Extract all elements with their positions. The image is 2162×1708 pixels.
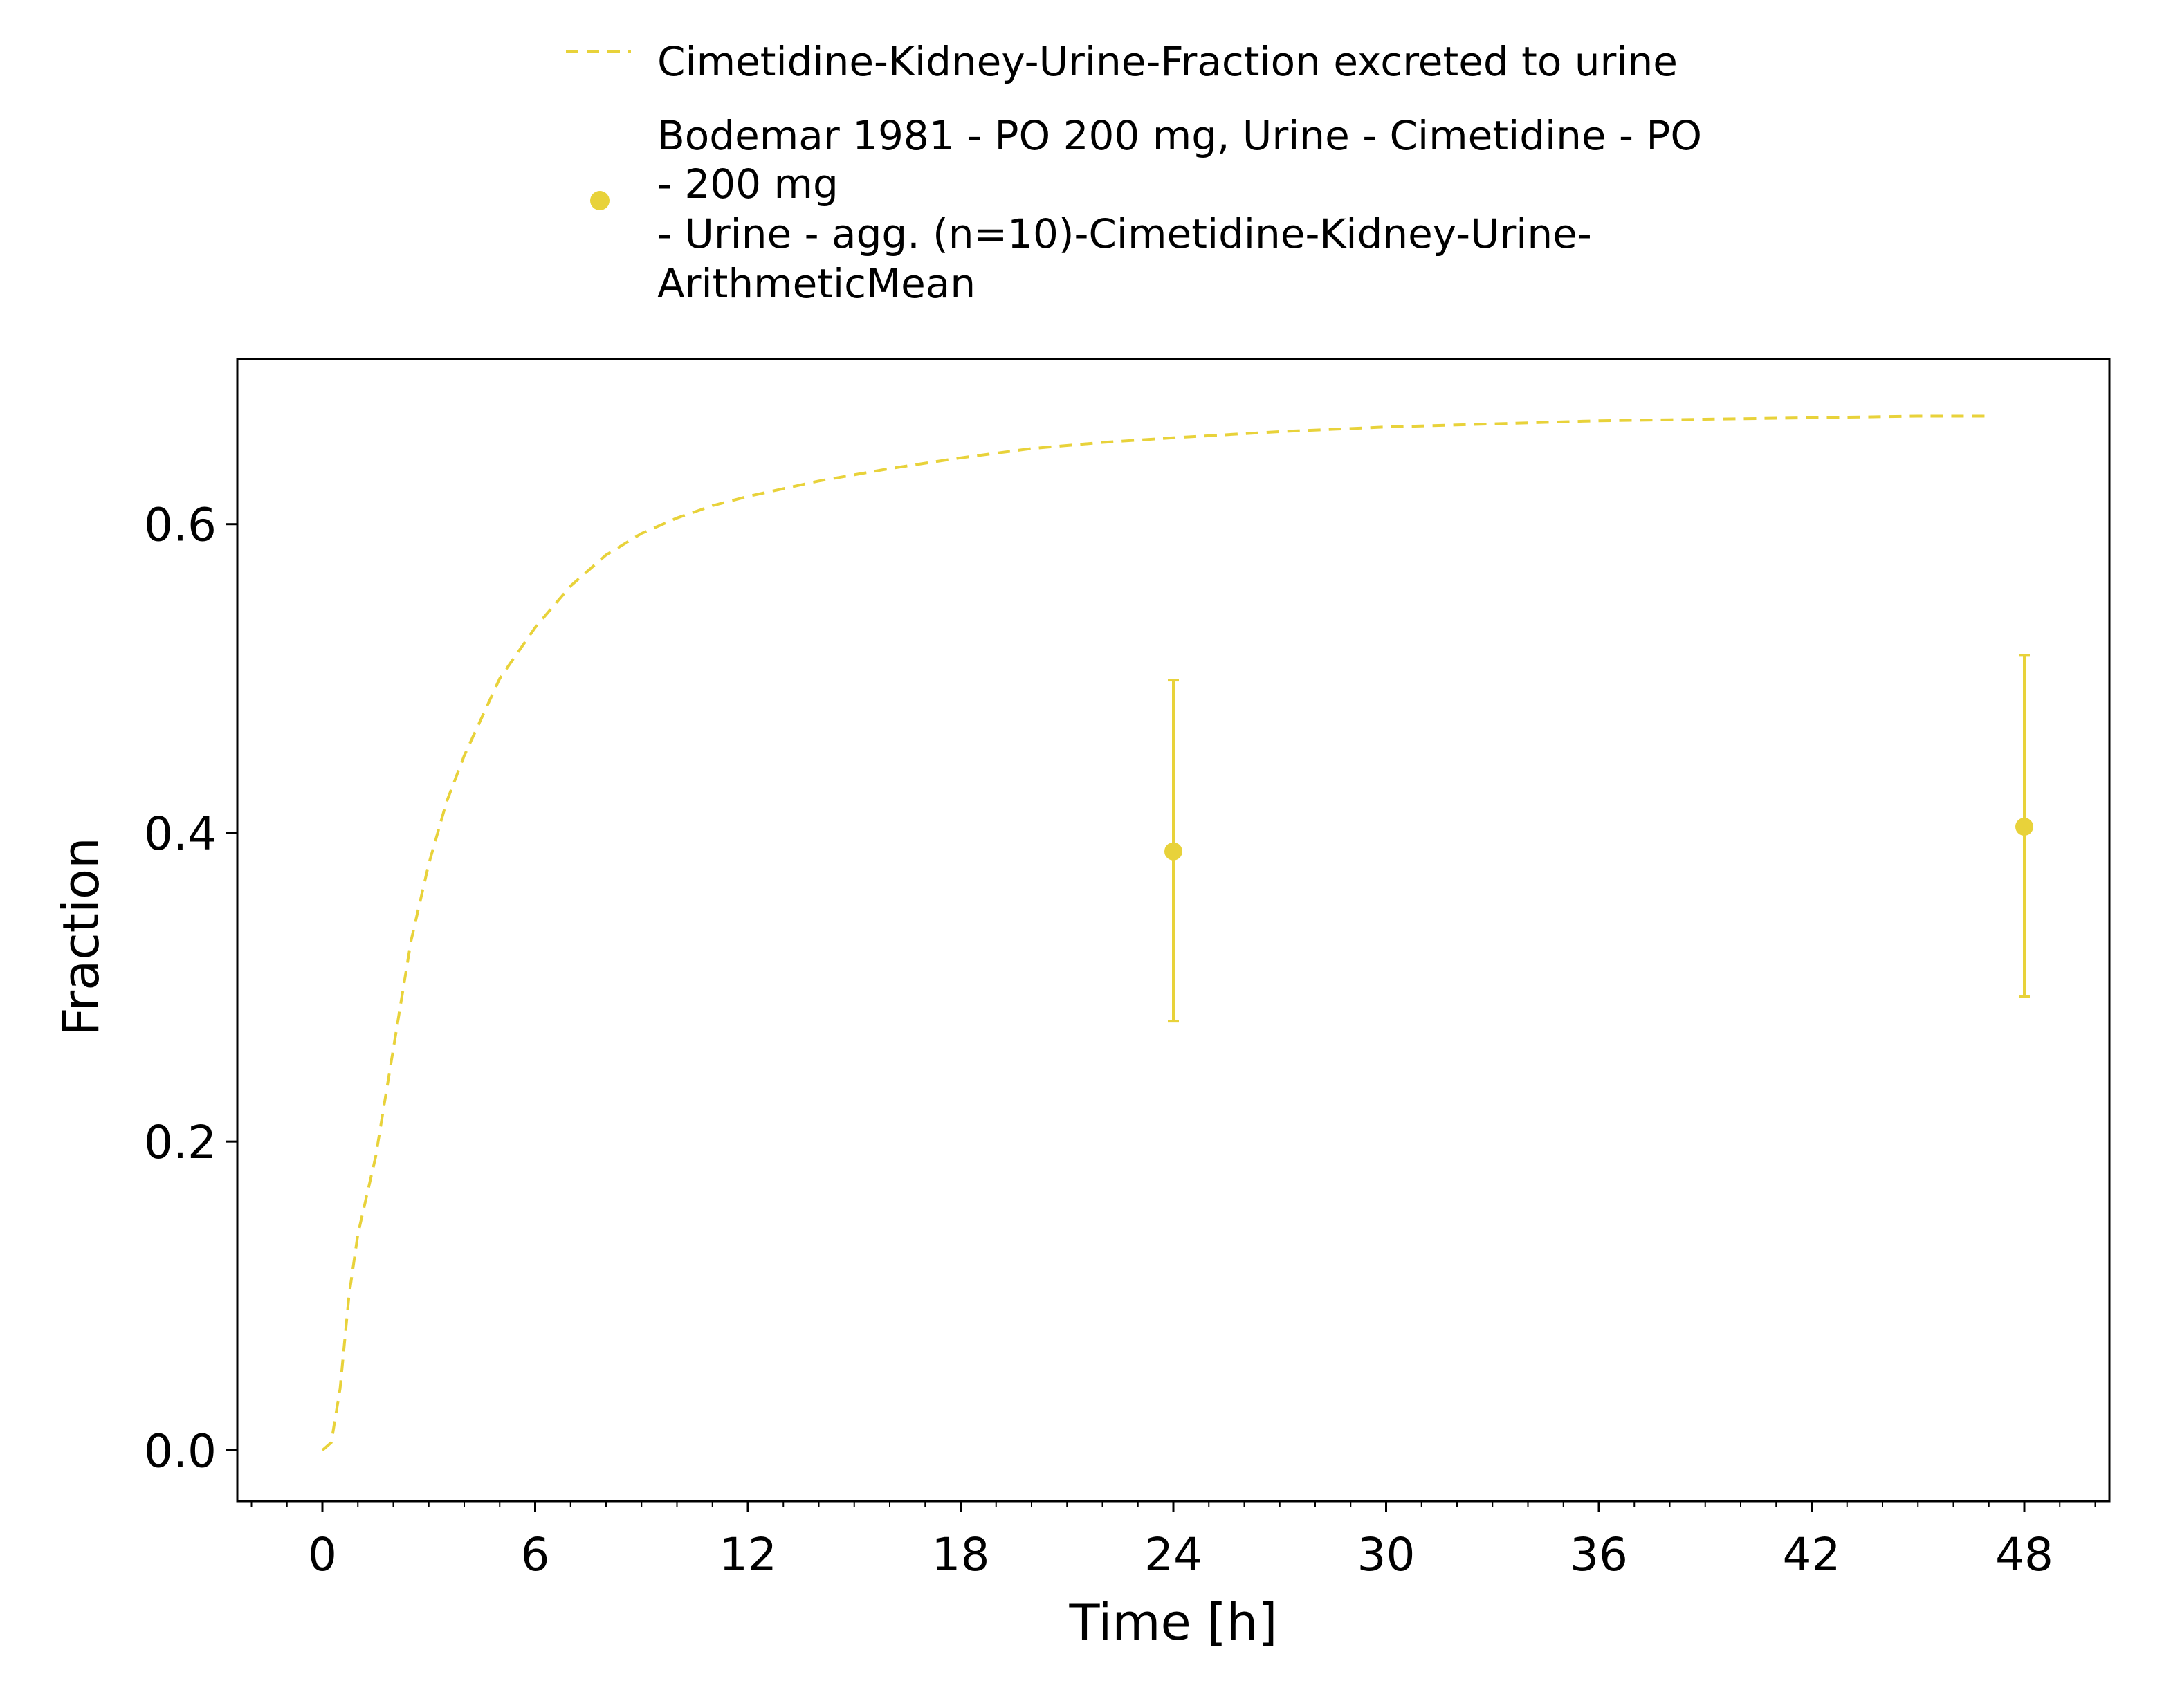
x-tick-label-0: 0 xyxy=(308,1528,337,1581)
x-tick-label-42: 42 xyxy=(1783,1528,1841,1581)
x-tick-label-36: 36 xyxy=(1570,1528,1628,1581)
legend-label-observed-line-1: Bodemar 1981 - PO 200 mg, Urine - Cimeti… xyxy=(657,112,1702,159)
x-axis-title: Time [h] xyxy=(1069,1593,1278,1651)
plot-area xyxy=(321,414,2033,1451)
y-tick-label-3: 0.6 xyxy=(144,499,217,552)
x-tick-label-48: 48 xyxy=(1995,1528,2053,1581)
y-tick-label-2: 0.4 xyxy=(144,807,217,861)
legend-label-simulation: Cimetidine-Kidney-Urine-Fraction excrete… xyxy=(657,38,1678,85)
x-tick-label-30: 30 xyxy=(1357,1528,1416,1581)
x-tick-label-12: 12 xyxy=(719,1528,777,1581)
y-axis-title: Fraction xyxy=(52,837,110,1036)
x-tick-label-6: 6 xyxy=(521,1528,550,1581)
data-point-24h xyxy=(1164,842,1182,861)
x-tick-label-24: 24 xyxy=(1144,1528,1202,1581)
y-tick-label-0: 0.0 xyxy=(144,1424,217,1478)
simulation-line xyxy=(321,414,1989,1451)
legend-label-observed-line-2: - 200 mg xyxy=(657,160,839,208)
data-point-48h xyxy=(2015,818,2033,836)
x-tick-label-18: 18 xyxy=(932,1528,990,1581)
legend: Cimetidine-Kidney-Urine-Fraction excrete… xyxy=(566,38,1702,307)
y-axis: 0.0 0.2 0.4 0.6 xyxy=(144,499,237,1478)
x-axis: 0 6 12 18 24 30 36 42 48 xyxy=(250,1501,2096,1581)
legend-marker-swatch xyxy=(590,191,610,210)
legend-label-observed-line-4: ArithmeticMean xyxy=(657,260,975,307)
y-tick-label-1: 0.2 xyxy=(144,1116,217,1169)
legend-label-observed-line-3: - Urine - agg. (n=10)-Cimetidine-Kidney-… xyxy=(657,210,1592,257)
